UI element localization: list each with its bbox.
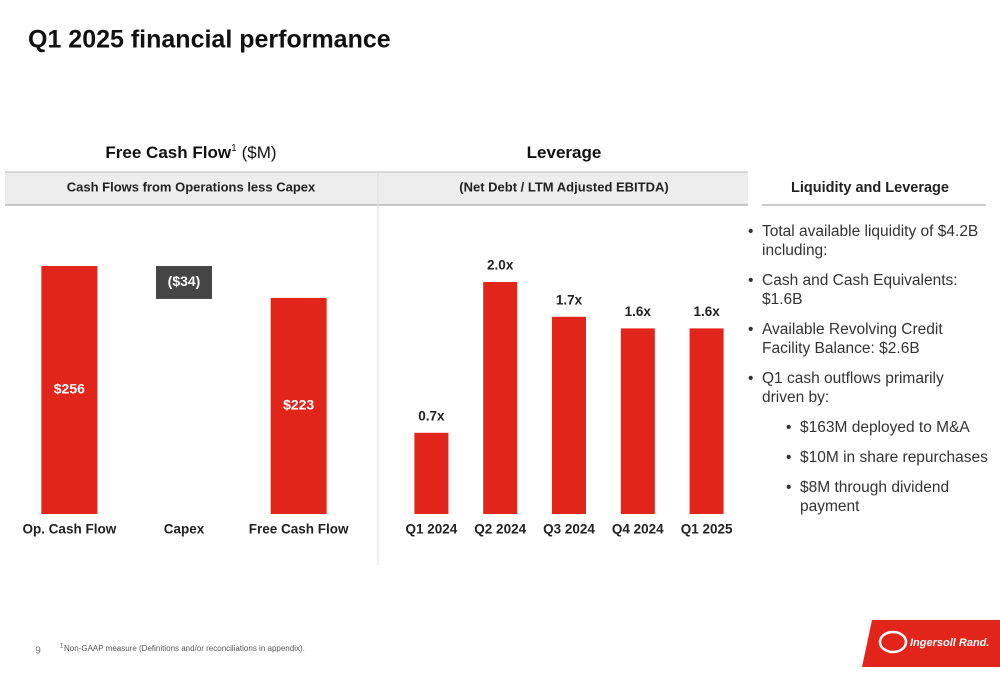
value-label: ($34) [168, 273, 201, 289]
chart-subtitle: Cash Flows from Operations less Capex [67, 179, 316, 194]
slide-title: Q1 2025 financial performance [28, 26, 391, 54]
x-tick-label: Q3 2024 [543, 522, 595, 537]
x-tick-label: Q1 2024 [406, 522, 458, 537]
bar [620, 328, 655, 514]
bar [689, 328, 724, 514]
bar [414, 432, 449, 514]
bullet: $163M deployed to M&A [786, 418, 988, 437]
title-note: 1 [231, 143, 237, 154]
value-label: 2.0x [487, 258, 514, 273]
bullet: Cash and Cash Equivalents: $1.6B [748, 271, 988, 309]
value-label: $256 [54, 381, 85, 397]
panel-title: Liquidity and Leverage [791, 180, 949, 196]
x-tick-label: Op. Cash Flow [22, 522, 116, 537]
x-tick-label: Capex [164, 522, 205, 537]
page-number: 9 [35, 646, 41, 657]
x-tick-label: Free Cash Flow [249, 522, 349, 537]
bullet: Q1 cash outflows primarily driven by: [748, 369, 988, 407]
bar [270, 297, 327, 514]
chart-subtitle: (Net Debt / LTM Adjusted EBITDA) [459, 179, 668, 194]
x-tick-label: Q2 2024 [474, 522, 526, 537]
value-label: 1.7x [556, 292, 583, 307]
value-label: $223 [283, 397, 314, 413]
bar [41, 266, 98, 514]
value-label: 1.6x [625, 304, 652, 319]
bullet: Total available liquidity of $4.2B inclu… [748, 222, 988, 260]
bullet: $10M in share repurchases [786, 448, 988, 467]
negative-bar [156, 266, 212, 299]
bullet-list: Total available liquidity of $4.2B inclu… [748, 222, 988, 527]
footnote: Non-GAAP measure (Definitions and/or rec… [64, 644, 305, 653]
logo-mark [878, 630, 908, 654]
chart-title-text: Free Cash Flow [105, 143, 231, 162]
footnote-mark: 1 [60, 644, 64, 650]
chart-title: Free Cash Flow1 ($M) [105, 143, 276, 163]
header-band [5, 172, 748, 205]
chart-title: Leverage [527, 143, 602, 162]
bullet: Available Revolving Credit Facility Bala… [748, 320, 988, 358]
value-label: 0.7x [418, 408, 445, 423]
bar [552, 316, 586, 514]
value-label: 1.6x [693, 304, 720, 319]
bullet: $8M through dividend payment [786, 478, 988, 516]
title-unit: ($M) [242, 143, 277, 162]
x-tick-label: Q4 2024 [612, 522, 664, 537]
chart-title-text: Leverage [527, 143, 602, 162]
bar [483, 282, 518, 514]
x-tick-label: Q1 2025 [681, 522, 733, 537]
logo-text: Ingersoll Rand. [910, 637, 989, 649]
